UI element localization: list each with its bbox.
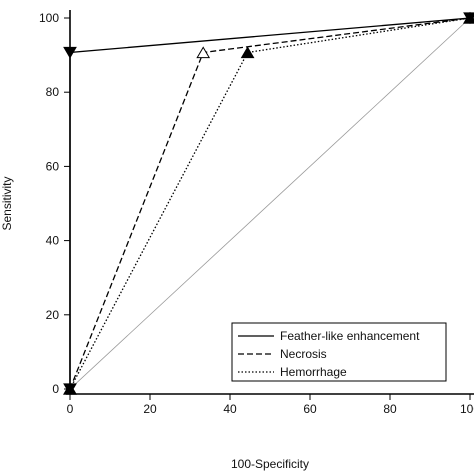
series-line-3: [69, 17, 471, 390]
legend-box: [231, 322, 447, 382]
series-3-marker: [240, 46, 255, 59]
diagonal-reference-line: [69, 17, 471, 390]
ticks-layer: 0 20 40 60 80 100 0 20 40 60 80 100: [39, 11, 474, 416]
axes-layer: [66, 10, 474, 395]
x-tick-label: 40: [223, 402, 237, 416]
y-tick-label: 80: [46, 85, 60, 99]
y-tick-label: 100: [39, 11, 59, 25]
series-3-marker: [463, 11, 474, 24]
x-tick-label: 20: [143, 402, 157, 416]
legend-label-1: Feather-like enhancement: [280, 329, 420, 343]
x-axis-title: 100-Specificity: [231, 457, 309, 471]
legend-label-3: Hemorrhage: [280, 365, 347, 379]
diagonal-reference-layer: [69, 17, 471, 390]
y-tick-label: 40: [46, 234, 60, 248]
series-2-marker: [196, 46, 211, 59]
x-tick-label: 100: [460, 402, 474, 416]
y-axis-title: Sensitivity: [0, 176, 14, 230]
y-tick-label: 60: [46, 159, 60, 173]
x-tick-label: 80: [383, 402, 397, 416]
x-tick-label: 0: [67, 402, 74, 416]
y-tick-label: 20: [46, 308, 60, 322]
x-tick-label: 60: [303, 402, 317, 416]
y-tick-label: 0: [52, 382, 59, 396]
legend-items: Feather-like enhancement Necrosis Hemorrha…: [238, 329, 420, 379]
legend: Feather-like enhancement Necrosis Hemorrha…: [231, 322, 447, 382]
legend-label-2: Necrosis: [280, 347, 327, 361]
